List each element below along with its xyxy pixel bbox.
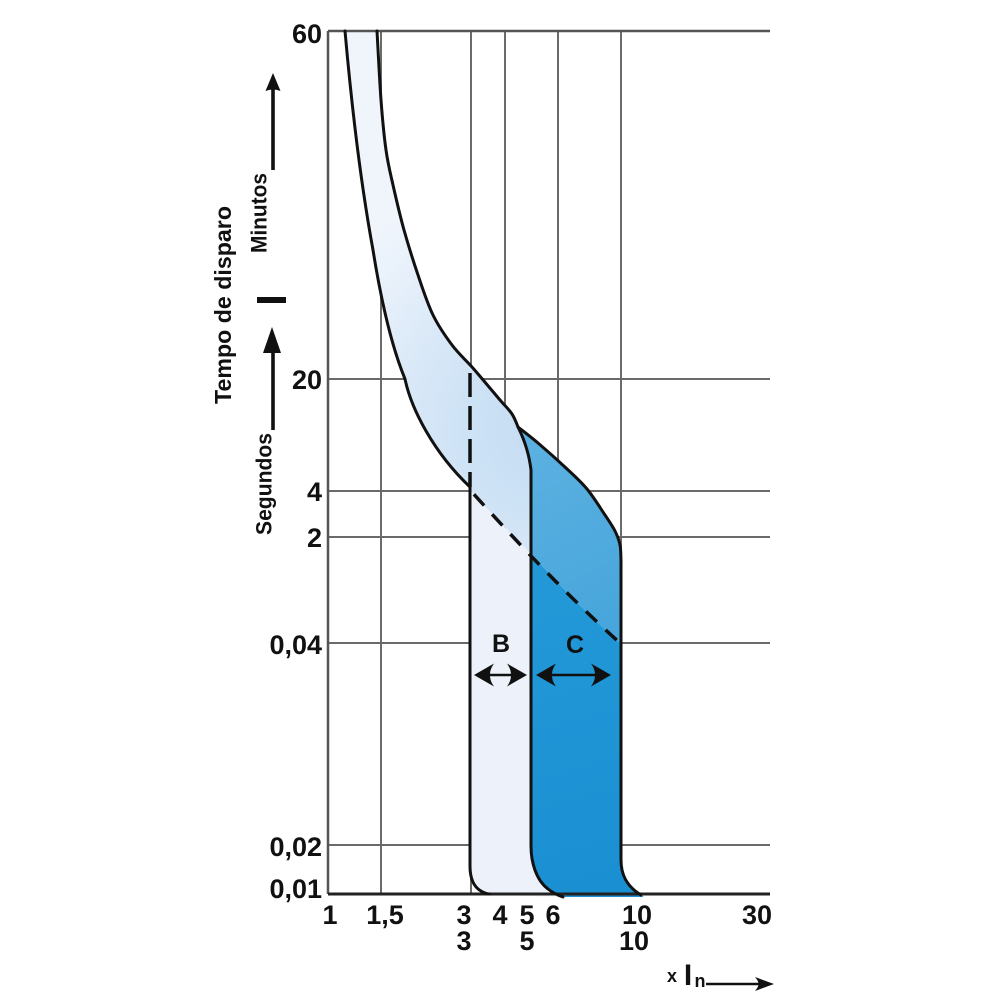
- svg-text:1,5: 1,5: [366, 900, 404, 930]
- svg-text:Tempo de disparo: Tempo de disparo: [210, 206, 236, 404]
- svg-text:C: C: [566, 631, 584, 659]
- svg-text:20: 20: [292, 365, 322, 395]
- svg-text:10: 10: [619, 926, 649, 956]
- svg-text:0,02: 0,02: [269, 832, 322, 862]
- svg-text:2: 2: [307, 523, 322, 553]
- svg-text:0,01: 0,01: [269, 874, 322, 904]
- svg-text:1: 1: [322, 900, 337, 930]
- svg-text:0,04: 0,04: [269, 630, 322, 660]
- svg-text:n: n: [695, 971, 706, 991]
- svg-text:B: B: [492, 630, 510, 658]
- svg-text:4: 4: [307, 477, 322, 507]
- svg-text:5: 5: [519, 926, 534, 956]
- svg-text:6: 6: [545, 900, 560, 930]
- svg-text:30: 30: [742, 900, 772, 930]
- svg-text:5: 5: [519, 900, 534, 930]
- svg-text:3: 3: [456, 926, 471, 956]
- svg-text:10: 10: [622, 900, 652, 930]
- svg-text:I: I: [684, 959, 692, 992]
- svg-text:60: 60: [292, 19, 322, 49]
- svg-text:4: 4: [492, 900, 507, 930]
- svg-text:Minutos: Minutos: [247, 173, 272, 253]
- svg-text:Segundos: Segundos: [252, 433, 277, 535]
- svg-text:3: 3: [456, 900, 471, 930]
- svg-text:x: x: [667, 966, 677, 986]
